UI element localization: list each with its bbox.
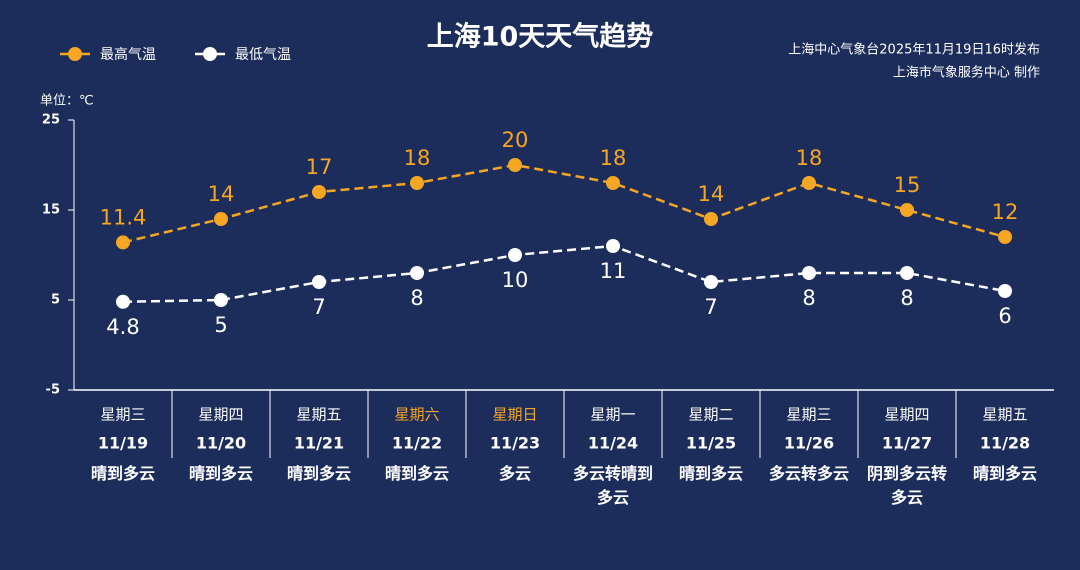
data-label: 14 [208, 182, 235, 206]
point [312, 275, 326, 289]
data-label: 10 [502, 268, 529, 292]
data-label: 6 [998, 304, 1011, 328]
date: 11/20 [196, 434, 246, 453]
data-label: 11.4 [100, 205, 147, 229]
y-tick-label: -5 [46, 383, 60, 398]
weekday: 星期五 [296, 406, 341, 424]
data-label: 12 [992, 200, 1019, 224]
weather: 多云转多云 [768, 464, 849, 483]
data-label: 20 [502, 128, 529, 152]
data-label: 7 [704, 295, 717, 319]
weather: 晴到多云 [188, 464, 253, 483]
weekday: 星期三 [786, 406, 831, 424]
point [802, 176, 816, 190]
series-line [122, 163, 1006, 244]
point [410, 176, 424, 190]
source: 上海市气象服务中心 制作 [893, 65, 1040, 81]
data-label: 4.8 [106, 315, 139, 339]
date: 11/27 [882, 434, 932, 453]
date: 11/22 [392, 434, 442, 453]
weekday: 星期四 [884, 406, 929, 424]
data-label: 18 [600, 146, 627, 170]
point [116, 294, 130, 309]
source: 上海中心气象台2025年11月19日16时发布 [788, 42, 1040, 58]
data-label: 14 [698, 182, 725, 206]
point [998, 230, 1012, 244]
date: 11/21 [294, 434, 344, 453]
point [900, 203, 914, 217]
weekday: 星期二 [688, 406, 733, 424]
weather: 阴到多云转多云 [866, 464, 947, 507]
point [704, 275, 718, 289]
date: 11/28 [980, 434, 1030, 453]
point [214, 293, 228, 307]
data-label: 8 [900, 286, 913, 310]
data-label: 17 [306, 155, 333, 179]
point [802, 266, 816, 280]
data-label: 8 [410, 286, 423, 310]
y-tick-label: 5 [51, 293, 60, 308]
point [606, 239, 620, 253]
point [312, 185, 326, 199]
data-label: 7 [312, 295, 325, 319]
weekday: 星期四 [198, 406, 243, 424]
weekday: 星期三 [100, 406, 145, 424]
weather: 晴到多云 [678, 464, 743, 483]
data-label: 18 [796, 146, 823, 170]
point [900, 266, 914, 280]
date: 11/19 [98, 434, 148, 453]
point [606, 176, 620, 190]
legend-marker [68, 47, 82, 61]
weekday: 星期一 [590, 406, 635, 424]
point [410, 266, 424, 280]
data-label: 5 [214, 313, 227, 337]
point [214, 212, 228, 226]
y-tick-label: 25 [42, 113, 60, 128]
data-label: 11 [600, 259, 627, 283]
weekday: 星期五 [982, 406, 1027, 424]
weather: 晴到多云 [90, 464, 155, 483]
point [704, 212, 718, 226]
weekday: 星期日 [492, 406, 537, 424]
data-label: 8 [802, 286, 815, 310]
date: 11/26 [784, 434, 834, 453]
date: 11/25 [686, 434, 736, 453]
point [508, 158, 522, 172]
weather: 晴到多云 [972, 464, 1037, 483]
unit-label: 单位：℃ [40, 94, 94, 109]
series-line [122, 244, 1006, 304]
chart-title: 上海10天天气趋势 [427, 22, 654, 53]
date: 11/24 [588, 434, 638, 453]
point [508, 248, 522, 262]
y-tick-label: 15 [42, 203, 60, 218]
legend-label: 最高气温 [100, 46, 156, 63]
date: 11/23 [490, 434, 540, 453]
weather: 晴到多云 [286, 464, 351, 483]
legend-marker [203, 47, 217, 61]
point [116, 235, 130, 250]
weather: 多云 [498, 464, 531, 483]
data-label: 18 [404, 146, 431, 170]
weather: 多云转晴到多云 [572, 464, 653, 507]
point [998, 284, 1012, 298]
weekday: 星期六 [394, 406, 439, 424]
weather: 晴到多云 [384, 464, 449, 483]
data-label: 15 [894, 173, 921, 197]
legend-label: 最低气温 [235, 47, 291, 63]
